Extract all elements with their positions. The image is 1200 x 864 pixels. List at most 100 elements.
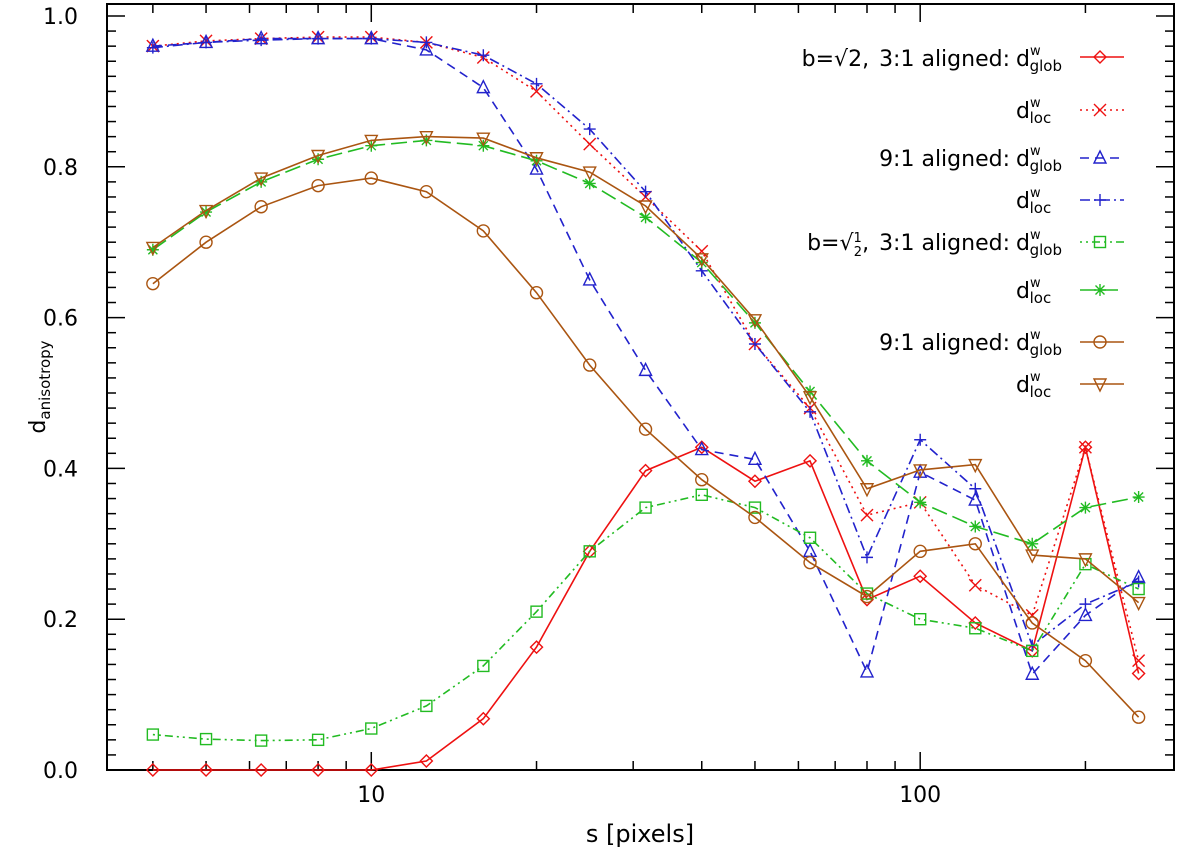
data-point <box>1079 557 1092 571</box>
data-point <box>200 206 213 219</box>
data-point <box>364 134 379 149</box>
x-tick-label: 10 <box>357 783 385 808</box>
data-point <box>146 243 159 256</box>
data-point <box>968 537 982 551</box>
data-point <box>860 508 874 522</box>
data-point <box>254 200 268 214</box>
data-point <box>311 733 325 747</box>
data-point <box>476 79 491 94</box>
series-line <box>152 446 1140 771</box>
data-point <box>420 36 433 49</box>
data-point <box>1078 553 1093 568</box>
data-point <box>254 763 269 777</box>
data-point <box>146 41 159 54</box>
y-axis-label-sub: anisotropy <box>36 340 54 419</box>
y-tick-label: 0.2 <box>43 608 78 633</box>
data-point <box>1131 666 1146 681</box>
data-point <box>803 453 818 468</box>
data-point <box>638 361 653 377</box>
data-point <box>146 276 160 291</box>
data-point <box>1026 537 1039 550</box>
data-point <box>583 545 596 558</box>
data-point <box>530 77 543 90</box>
data-point <box>694 253 709 268</box>
legend: b=√2, 3:1 aligned: dw glob dw loc 9:1 align… <box>802 44 1124 401</box>
data-point <box>802 542 818 558</box>
legend-group1-ratio-b: 9:1 aligned: <box>879 147 1010 172</box>
legend-marker <box>1094 194 1106 206</box>
legend-sample-2 <box>1080 103 1124 117</box>
data-point <box>582 166 597 181</box>
data-point <box>199 235 213 249</box>
legend-label-2: dw loc <box>1016 96 1051 127</box>
data-point <box>255 175 268 188</box>
data-point <box>968 458 983 474</box>
legend-label-3: dw glob <box>1016 144 1062 175</box>
data-point <box>639 185 652 198</box>
data-point <box>529 286 544 300</box>
data-point <box>145 241 160 257</box>
data-point <box>254 734 268 747</box>
legend-marker <box>1093 50 1107 64</box>
data-point <box>1078 653 1093 668</box>
legend-marker <box>1093 335 1107 349</box>
data-point <box>145 763 160 777</box>
data-point <box>1131 710 1146 724</box>
legend-sample-4 <box>1080 194 1124 206</box>
legend-group2-ratio-b: 9:1 aligned: <box>879 331 1010 356</box>
x-tick-label: 100 <box>899 783 941 808</box>
series-line <box>152 493 1139 742</box>
data-point <box>311 763 326 777</box>
legend-label-5: dw glob <box>1016 228 1062 259</box>
data-point <box>476 711 491 726</box>
data-point <box>859 483 875 498</box>
data-point <box>695 473 709 487</box>
data-point <box>803 531 817 544</box>
y-axis-label-main: d <box>26 420 51 434</box>
legend-marker <box>1092 378 1108 393</box>
data-point <box>419 184 434 199</box>
legend-group2-comma: , <box>862 231 869 256</box>
legend-label-1: dw glob <box>1016 44 1062 75</box>
series-line <box>152 177 1140 718</box>
legend-group2-num: 1 <box>854 231 862 246</box>
data-point <box>1078 606 1093 622</box>
data-point <box>802 391 818 406</box>
data-point <box>477 659 490 673</box>
data-point <box>860 589 874 604</box>
legend-group2-prefix: b= <box>807 231 839 256</box>
data-point <box>968 491 983 506</box>
y-tick-label: 0.6 <box>43 307 78 332</box>
legend-group2-radical: √ <box>839 231 854 256</box>
legend-group1-heading: b=√2, 3:1 aligned: <box>802 47 1010 72</box>
data-point <box>200 36 213 49</box>
data-point <box>420 134 433 147</box>
data-point <box>694 440 709 455</box>
data-point <box>198 204 214 220</box>
data-point <box>1025 616 1039 630</box>
data-point <box>583 177 596 190</box>
data-point <box>639 501 652 514</box>
legend-label-7: dw glob <box>1016 328 1062 359</box>
data-point <box>365 722 378 735</box>
data-point <box>1025 549 1040 564</box>
data-point <box>1131 596 1146 612</box>
legend-sample-7 <box>1080 335 1124 349</box>
legend-label-4: dw loc <box>1016 186 1051 217</box>
data-point <box>529 640 544 655</box>
data-point <box>311 178 325 193</box>
data-point <box>583 123 596 136</box>
data-point <box>914 496 927 509</box>
data-point <box>639 211 652 224</box>
legend-sample-3 <box>1080 149 1124 164</box>
legend-samples <box>1080 50 1124 393</box>
data-point <box>254 172 269 187</box>
data-point <box>638 200 653 215</box>
series-8 <box>145 130 1146 612</box>
data-point <box>1132 654 1146 668</box>
legend-sample-8 <box>1080 378 1124 393</box>
data-point <box>419 130 434 146</box>
data-point <box>199 732 213 746</box>
data-point <box>747 474 762 489</box>
data-point <box>1132 575 1145 588</box>
